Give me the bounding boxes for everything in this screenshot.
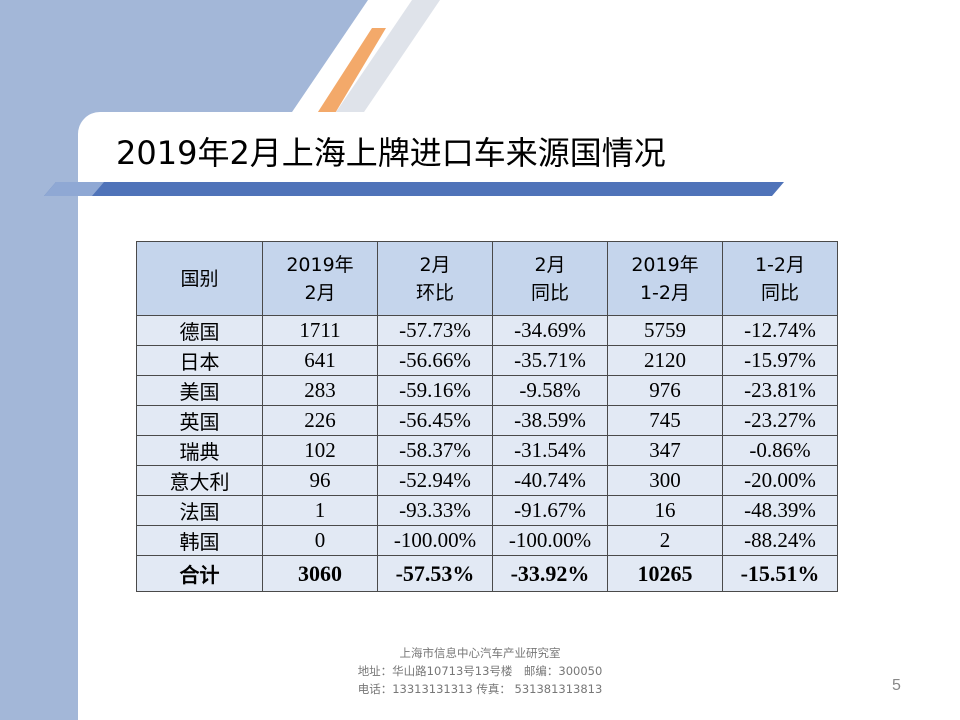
value-cell: -9.58%	[492, 375, 608, 406]
value-cell: 976	[607, 375, 723, 406]
value-cell: -23.81%	[722, 375, 838, 406]
country-cell: 法国	[136, 495, 263, 526]
value-cell: -15.97%	[722, 345, 838, 376]
table-row: 韩国 0 -100.00% -100.00% 2 -88.24%	[136, 525, 838, 556]
country-cell: 韩国	[136, 525, 263, 556]
value-cell: 96	[262, 465, 378, 496]
value-cell: -31.54%	[492, 435, 608, 466]
import-source-table: 国别 2019年 2月 2月 环比 2月 同比 2019年 1-2月 1-2月 同比 德国…	[136, 241, 838, 592]
value-cell: 2120	[607, 345, 723, 376]
value-cell: -40.74%	[492, 465, 608, 496]
total-value-cell: 10265	[607, 555, 723, 592]
country-cell: 德国	[136, 315, 263, 346]
footer-address: 地址：华山路10713号13号楼 邮编：300050	[357, 664, 603, 678]
header-cell: 2019年 1-2月	[607, 241, 723, 316]
country-cell: 美国	[136, 375, 263, 406]
value-cell: -0.86%	[722, 435, 838, 466]
value-cell: -52.94%	[377, 465, 493, 496]
value-cell: 226	[262, 405, 378, 436]
table-row: 日本 641 -56.66% -35.71% 2120 -15.97%	[136, 345, 838, 376]
country-cell: 英国	[136, 405, 263, 436]
value-cell: -23.27%	[722, 405, 838, 436]
table-row: 德国 1711 -57.73% -34.69% 5759 -12.74%	[136, 315, 838, 346]
value-cell: -88.24%	[722, 525, 838, 556]
blue-stripe-shape	[0, 0, 368, 115]
table-row: 英国 226 -56.45% -38.59% 745 -23.27%	[136, 405, 838, 436]
value-cell: -56.45%	[377, 405, 493, 436]
value-cell: 300	[607, 465, 723, 496]
value-cell: 347	[607, 435, 723, 466]
value-cell: -57.73%	[377, 315, 493, 346]
value-cell: -20.00%	[722, 465, 838, 496]
table-row: 瑞典 102 -58.37% -31.54% 347 -0.86%	[136, 435, 838, 466]
value-cell: -38.59%	[492, 405, 608, 436]
value-cell: 283	[262, 375, 378, 406]
value-cell: -100.00%	[377, 525, 493, 556]
value-cell: -59.16%	[377, 375, 493, 406]
total-value-cell: -57.53%	[377, 555, 493, 592]
country-cell: 日本	[136, 345, 263, 376]
header-cell: 国别	[136, 241, 263, 316]
title-underline-bar	[44, 182, 784, 196]
value-cell: -100.00%	[492, 525, 608, 556]
value-cell: -12.74%	[722, 315, 838, 346]
table-header-row: 国别 2019年 2月 2月 环比 2月 同比 2019年 1-2月 1-2月 同比	[136, 241, 838, 316]
value-cell: -34.69%	[492, 315, 608, 346]
header-cell: 2月 同比	[492, 241, 608, 316]
total-value-cell: 3060	[262, 555, 378, 592]
total-value-cell: -33.92%	[492, 555, 608, 592]
total-row: 合计 3060 -57.53% -33.92% 10265 -15.51%	[136, 555, 838, 592]
total-value-cell: -15.51%	[722, 555, 838, 592]
value-cell: 641	[262, 345, 378, 376]
value-cell: 0	[262, 525, 378, 556]
value-cell: -91.67%	[492, 495, 608, 526]
value-cell: -35.71%	[492, 345, 608, 376]
header-cell: 2月 环比	[377, 241, 493, 316]
table-row: 美国 283 -59.16% -9.58% 976 -23.81%	[136, 375, 838, 406]
orange-stripe-shape	[316, 28, 386, 115]
country-cell: 意大利	[136, 465, 263, 496]
grey-stripe-shape	[334, 0, 440, 115]
value-cell: 1711	[262, 315, 378, 346]
header-cell: 2019年 2月	[262, 241, 378, 316]
value-cell: 16	[607, 495, 723, 526]
table-row: 法国 1 -93.33% -91.67% 16 -48.39%	[136, 495, 838, 526]
country-cell: 瑞典	[136, 435, 263, 466]
value-cell: 1	[262, 495, 378, 526]
value-cell: 102	[262, 435, 378, 466]
header-decoration	[0, 0, 960, 115]
total-label-cell: 合计	[136, 555, 263, 592]
header-cell: 1-2月 同比	[722, 241, 838, 316]
value-cell: 2	[607, 525, 723, 556]
value-cell: 5759	[607, 315, 723, 346]
table-row: 意大利 96 -52.94% -40.74% 300 -20.00%	[136, 465, 838, 496]
footer-org: 上海市信息中心汽车产业研究室	[399, 646, 561, 660]
value-cell: -58.37%	[377, 435, 493, 466]
value-cell: -93.33%	[377, 495, 493, 526]
value-cell: 745	[607, 405, 723, 436]
value-cell: -56.66%	[377, 345, 493, 376]
page-number: 5	[892, 677, 901, 694]
footer-contact: 电话：13313131313 传真： 531381313813	[357, 682, 603, 696]
value-cell: -48.39%	[722, 495, 838, 526]
slide-title: 2019年2月上海上牌进口车来源国情况	[116, 134, 666, 172]
